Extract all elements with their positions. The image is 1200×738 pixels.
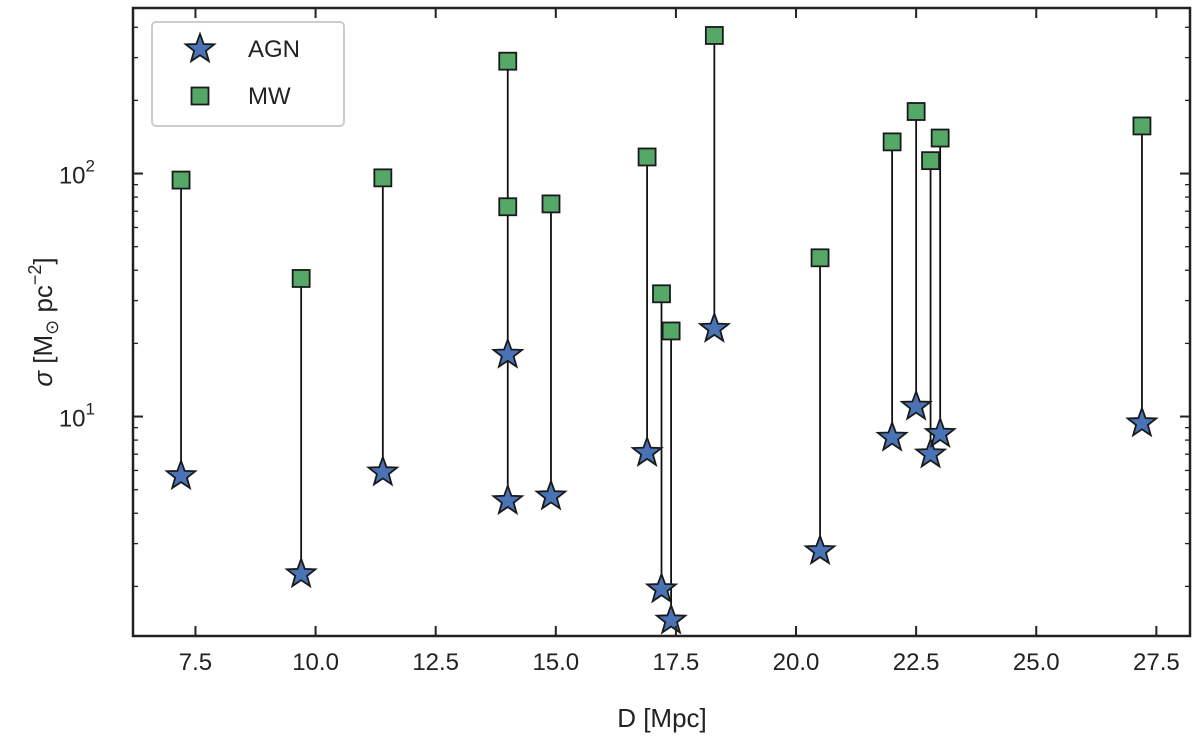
x-tick-label-5: 20.0 <box>773 649 820 676</box>
agn-series <box>164 311 1159 635</box>
agn-point-6 <box>630 435 664 467</box>
mw-point-14 <box>930 128 950 148</box>
legend: AGN MW <box>151 21 345 127</box>
x-tick-label-7: 25.0 <box>1013 649 1060 676</box>
legend-label-agn: AGN <box>248 36 300 63</box>
x-tick-label-4: 17.5 <box>653 649 700 676</box>
mw-point-15 <box>1132 116 1152 136</box>
mw-point-4 <box>498 197 518 217</box>
connection-lines <box>180 35 1143 621</box>
agn-point-2 <box>366 454 400 487</box>
x-tick-label-8: 27.5 <box>1133 649 1180 676</box>
mw-point-0 <box>171 170 191 190</box>
y-axis-title-sub: ⊙ <box>42 320 62 335</box>
mw-point-6 <box>637 147 657 167</box>
plot-frame <box>131 6 1192 638</box>
x-tick-label-3: 15.0 <box>532 649 579 676</box>
mw-point-7 <box>652 284 671 304</box>
agn-point-15 <box>1125 405 1159 438</box>
mw-point-9 <box>704 26 724 45</box>
agn-point-0 <box>164 458 198 491</box>
y-axis-title-symbol: σ <box>28 370 58 387</box>
legend-mw-square-icon <box>190 86 210 106</box>
mw-point-10 <box>810 248 830 268</box>
x-tick-label-0: 7.5 <box>179 649 212 676</box>
y-tick-label-1: 102 <box>59 157 95 190</box>
mw-point-2 <box>373 168 393 188</box>
x-tick-label-6: 22.5 <box>893 649 940 676</box>
mw-point-13 <box>921 151 940 171</box>
agn-point-4 <box>490 483 525 516</box>
agn-point-12 <box>899 388 933 421</box>
agn-point-8 <box>654 602 688 635</box>
legend-label-mw: MW <box>248 83 291 110</box>
legend-mw-square <box>190 86 210 106</box>
agn-point-14 <box>923 416 957 448</box>
y-tick-label-0: 101 <box>59 400 95 433</box>
agn-point-7 <box>644 571 679 604</box>
mw-point-11 <box>882 132 902 152</box>
axis-ticks: 7.5 10.0 12.5 15.0 17.5 20.0 22.5 25.0 27.5 101 10… <box>59 8 1190 676</box>
agn-point-1 <box>284 556 318 589</box>
y-axis-title: σ [M⊙ pc−2] <box>25 257 62 386</box>
y-axis-title-unit: pc <box>28 285 58 320</box>
x-tick-label-2: 12.5 <box>412 649 459 676</box>
y-axis-title-close: ] <box>28 257 58 264</box>
mw-point-5 <box>541 194 561 214</box>
mw-point-8 <box>661 321 681 341</box>
agn-point-13 <box>913 436 948 469</box>
x-axis-title: D [Mpc] <box>617 703 707 733</box>
mw-point-12 <box>906 102 926 121</box>
mw-point-3 <box>498 51 518 71</box>
agn-point-5 <box>534 478 568 511</box>
agn-point-11 <box>875 419 909 452</box>
agn-point-9 <box>697 311 732 343</box>
mw-series <box>171 26 1152 341</box>
y-axis-title-open: [M <box>28 335 58 371</box>
y-axis-title-sup: −2 <box>25 265 45 286</box>
mw-point-1 <box>291 269 311 288</box>
x-tick-label-1: 10.0 <box>292 649 339 676</box>
agn-point-10 <box>803 533 837 566</box>
legend-agn-star <box>183 31 217 64</box>
agn-point-3 <box>490 336 525 369</box>
legend-agn-star-icon <box>183 31 217 64</box>
